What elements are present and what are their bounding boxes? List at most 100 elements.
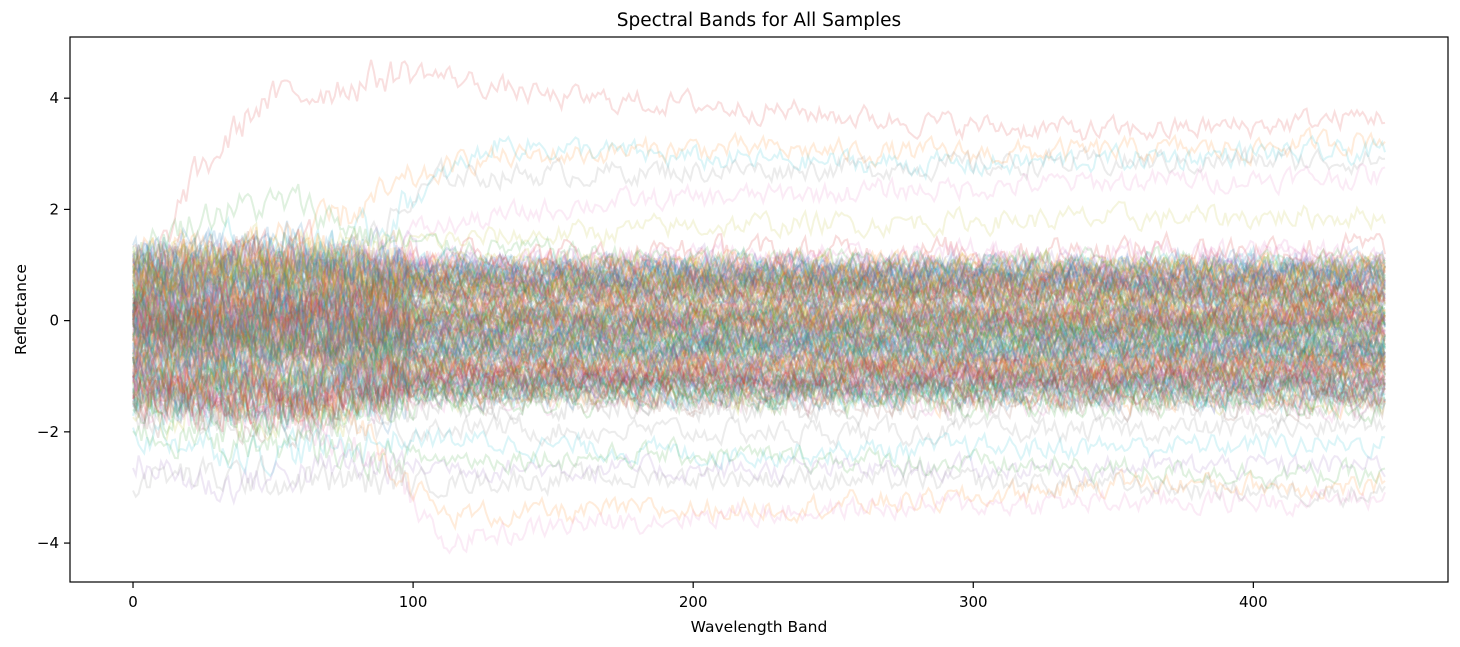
x-tick-label: 200 [679, 593, 708, 611]
sample-line-119 [132, 286, 1386, 355]
sample-line-9 [132, 361, 1386, 453]
sample-line-145 [132, 321, 1385, 404]
series-line-10 [132, 305, 1386, 360]
sample-line-27 [132, 266, 1386, 328]
series-line-7 [132, 245, 1386, 298]
sample-line-124 [132, 337, 1386, 420]
x-tick-label: 100 [399, 593, 428, 611]
sample-line-168 [132, 254, 1386, 310]
sample-line-35 [132, 295, 1386, 386]
sample-line-102 [132, 300, 1386, 366]
sample-line-162 [132, 250, 1386, 317]
sample-line-94 [132, 300, 1386, 373]
sample-line-84 [132, 307, 1386, 373]
sample-line-58 [132, 317, 1386, 403]
sample-line-75 [132, 228, 1386, 306]
sample-line-93 [132, 301, 1386, 367]
sample-line-139 [132, 244, 1386, 317]
sample-line-92 [132, 337, 1386, 401]
sample-line-153 [132, 343, 1386, 426]
sample-line-0 [132, 230, 1386, 298]
sample-line-134 [132, 340, 1386, 401]
sample-line-2 [132, 293, 1386, 364]
sample-line-39 [132, 252, 1386, 323]
sample-line-43 [132, 294, 1386, 365]
sample-line-30 [132, 284, 1386, 357]
sample-line-72 [132, 252, 1386, 321]
series-line-2 [132, 134, 1386, 324]
sample-line-14 [132, 231, 1386, 292]
sample-line-65 [132, 359, 1386, 423]
sample-line-17 [132, 347, 1386, 414]
sample-line-12 [132, 303, 1386, 357]
sample-line-159 [132, 304, 1386, 368]
x-tick-label: 0 [128, 593, 138, 611]
sample-line-127 [132, 311, 1386, 394]
sample-line-169 [132, 330, 1386, 408]
sample-line-61 [132, 248, 1386, 329]
sample-line-104 [132, 239, 1386, 304]
sample-line-140 [132, 288, 1386, 350]
sample-line-3 [132, 327, 1386, 386]
sample-line-55 [132, 262, 1386, 328]
sample-line-29 [132, 283, 1386, 368]
sample-line-133 [132, 272, 1386, 342]
sample-line-115 [132, 295, 1386, 358]
sample-line-4 [132, 238, 1386, 300]
sample-line-135 [132, 271, 1386, 345]
series-line-18 [132, 415, 1386, 490]
plot-frame [69, 36, 1449, 583]
sample-line-77 [132, 299, 1386, 369]
sample-line-151 [132, 291, 1386, 355]
sample-line-161 [132, 251, 1386, 327]
sample-line-122 [132, 295, 1386, 365]
series-line-17 [132, 448, 1386, 506]
sample-line-20 [132, 232, 1386, 296]
y-axis-label: Reflectance [12, 264, 30, 355]
y-tick-label: 2 [49, 200, 59, 218]
sample-line-62 [132, 316, 1386, 385]
sample-line-156 [132, 282, 1386, 342]
sample-line-13 [132, 361, 1386, 432]
sample-line-101 [132, 365, 1386, 421]
sample-line-143 [132, 261, 1386, 326]
sample-line-109 [133, 215, 1386, 309]
sample-line-129 [132, 337, 1386, 409]
sample-line-76 [132, 289, 1386, 351]
sample-line-74 [132, 286, 1386, 343]
sample-line-80 [132, 368, 1386, 436]
sample-line-121 [132, 342, 1386, 416]
sample-line-91 [132, 284, 1386, 376]
sample-line-15 [132, 320, 1386, 390]
sample-line-123 [132, 350, 1386, 426]
sample-line-152 [132, 293, 1386, 358]
sample-line-160 [132, 220, 1386, 300]
sample-line-67 [132, 345, 1386, 406]
sample-line-69 [132, 241, 1386, 313]
series-line-12 [132, 343, 1386, 394]
sample-line-130 [132, 259, 1386, 333]
sample-line-112 [132, 346, 1386, 415]
sample-line-45 [132, 296, 1386, 360]
sample-line-64 [132, 297, 1386, 363]
sample-line-37 [132, 330, 1386, 406]
y-tick-label: 4 [49, 89, 59, 107]
sample-line-78 [132, 221, 1386, 297]
sample-line-19 [132, 359, 1386, 426]
sample-line-155 [132, 365, 1386, 450]
series-line-9 [132, 295, 1386, 342]
sample-line-89 [132, 328, 1386, 414]
sample-line-66 [132, 275, 1386, 353]
sample-line-18 [132, 295, 1386, 363]
sample-line-96 [132, 303, 1386, 373]
sample-line-117 [132, 252, 1386, 303]
sample-line-114 [132, 241, 1386, 311]
sample-line-125 [132, 294, 1386, 380]
sample-line-70 [132, 221, 1386, 301]
sample-line-141 [132, 274, 1386, 340]
sample-line-16 [132, 316, 1386, 398]
sample-line-136 [132, 325, 1386, 392]
x-axis: 0 100 200 300 400 [128, 582, 1268, 611]
sample-line-25 [132, 231, 1386, 298]
